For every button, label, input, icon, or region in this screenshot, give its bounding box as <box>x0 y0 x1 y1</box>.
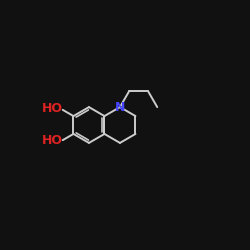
Text: HO: HO <box>42 134 63 147</box>
Text: HO: HO <box>42 102 63 115</box>
Text: N: N <box>115 100 125 114</box>
